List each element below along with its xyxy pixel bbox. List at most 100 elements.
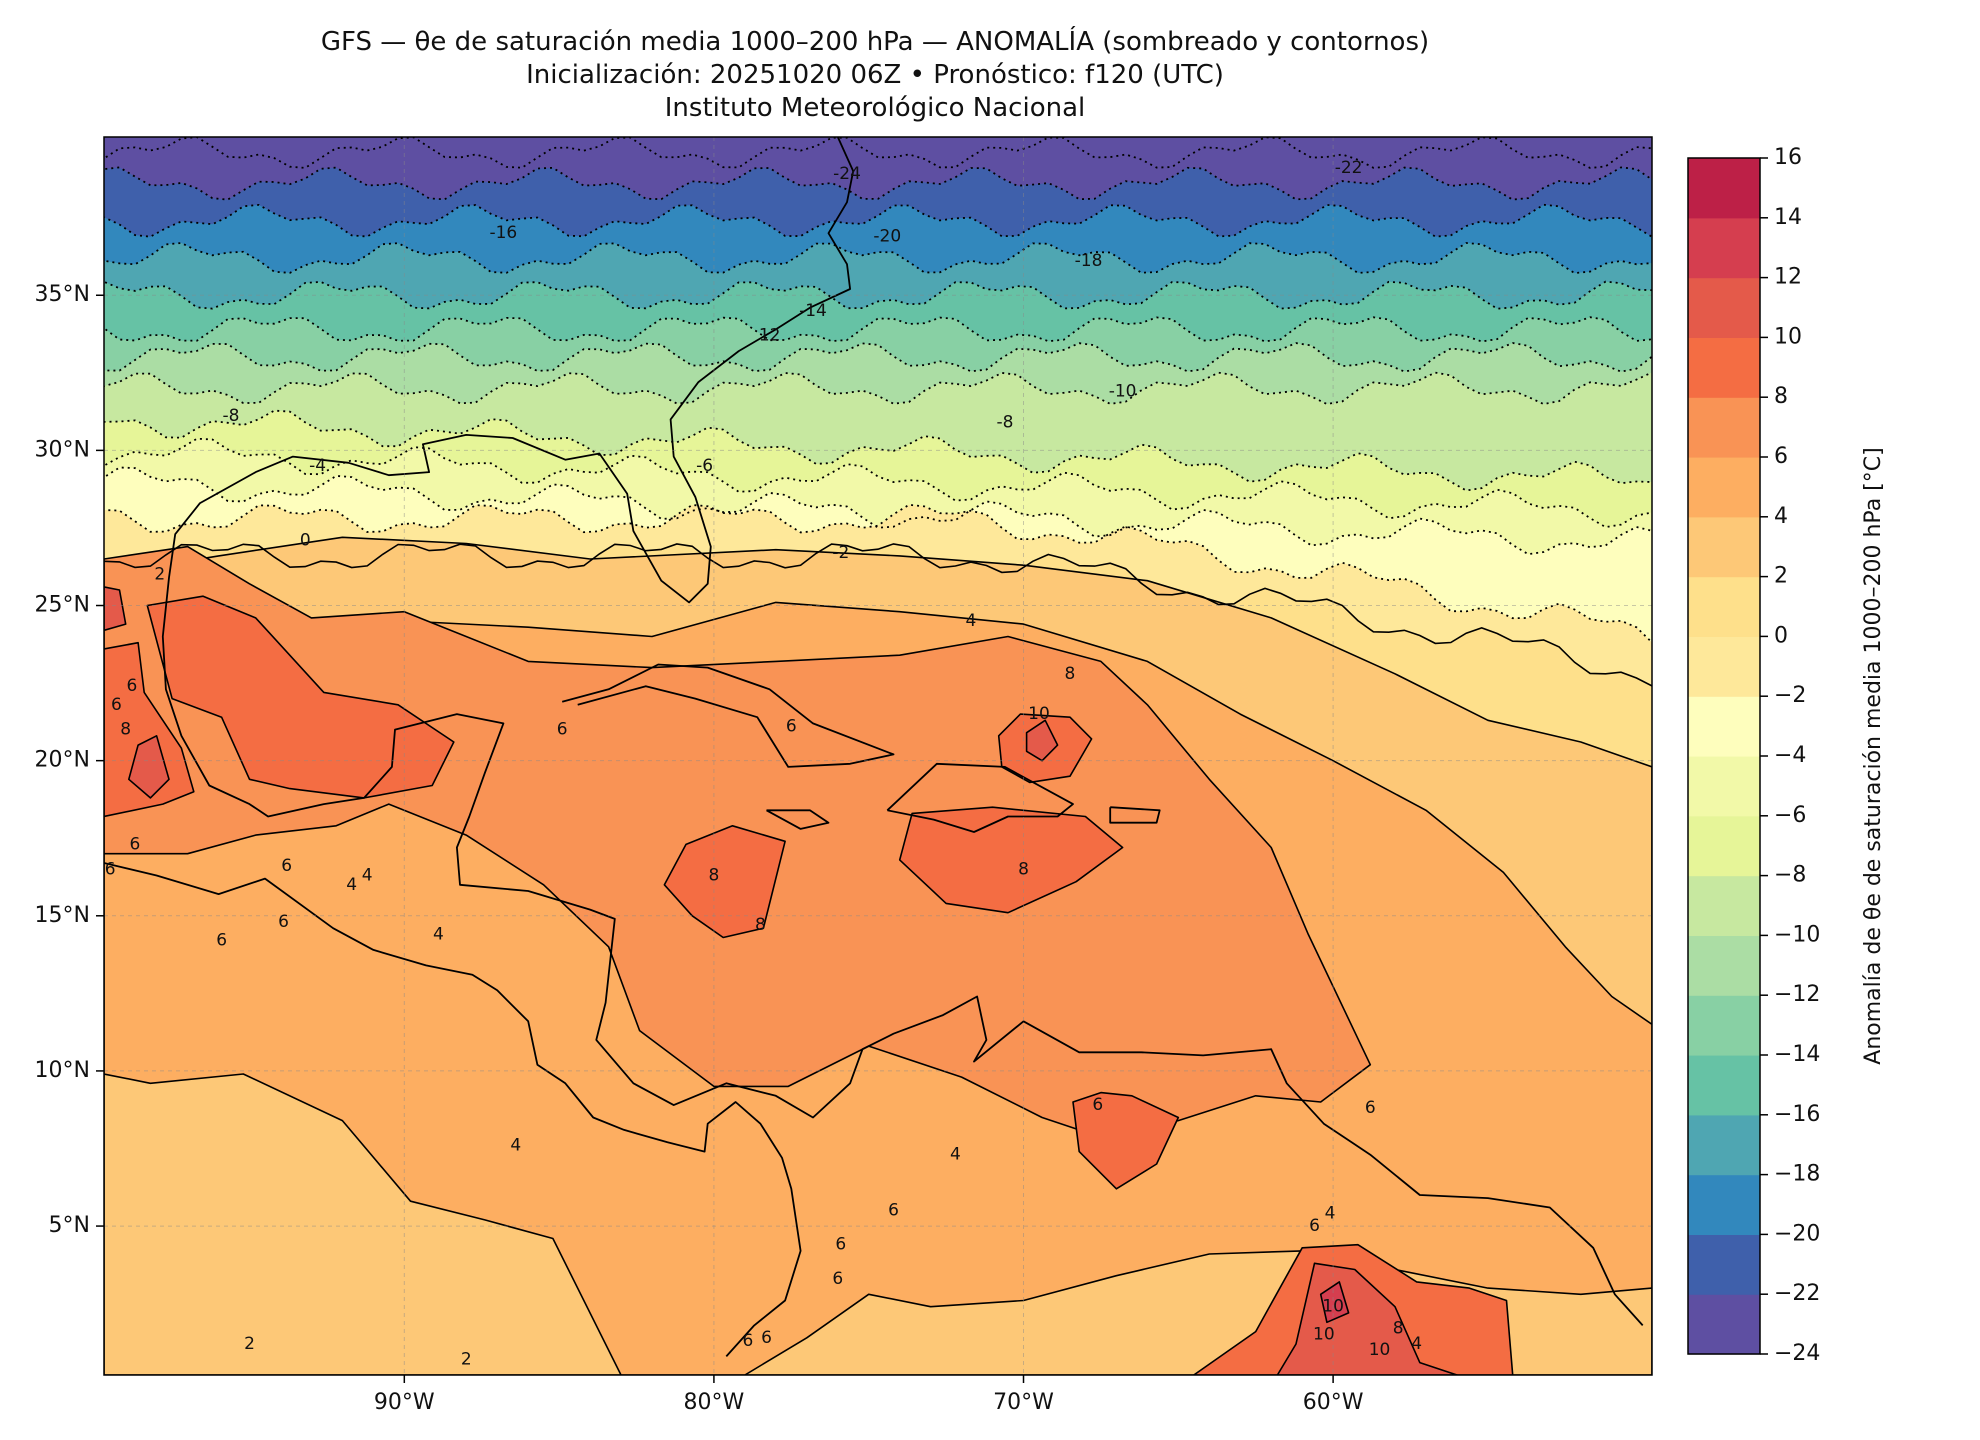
x-axis: 90°W 80°W 70°W 60°W xyxy=(374,1375,1364,1415)
contour-label: 4 xyxy=(346,875,357,895)
contour-line-negative xyxy=(104,166,1652,201)
x-tick-label: 60°W xyxy=(1303,1390,1364,1415)
y-axis: 5°N 10°N 15°N 20°N 25°N 30°N 35°N xyxy=(35,282,104,1238)
colorbar-tick-label: 12 xyxy=(1774,265,1802,290)
contour-label: -22 xyxy=(1335,158,1363,178)
contour-label: 8 xyxy=(1065,664,1076,684)
colorbar-segment xyxy=(1688,576,1760,637)
contour-line-negative xyxy=(104,437,1652,529)
colorbar-tick-label: −20 xyxy=(1774,1221,1820,1246)
x-tick-label: 70°W xyxy=(993,1390,1054,1415)
contour-label: -16 xyxy=(489,223,517,243)
contour-label: 6 xyxy=(130,834,141,854)
colorbar-tick-label: 6 xyxy=(1774,444,1788,469)
contour-label: -6 xyxy=(696,456,713,476)
coastline-americas xyxy=(161,137,1644,1327)
contour-label: 8 xyxy=(120,720,131,740)
colorbar-tick-label: −14 xyxy=(1774,1042,1820,1067)
colorbar-segment xyxy=(1688,1114,1760,1176)
colorbar-segment xyxy=(1688,516,1760,578)
y-tick-label: 10°N xyxy=(35,1058,90,1083)
contour-labels: -24 -22-20-18-16-1412-10-8-8-6-40-2248106… xyxy=(105,158,1422,1369)
contour-label: 8 xyxy=(755,915,766,935)
contour-line-negative xyxy=(104,203,1652,238)
contour-label: -18 xyxy=(1075,251,1103,271)
contour-label: 6 xyxy=(557,720,568,740)
anomaly-max-10-guiana xyxy=(1276,1262,1458,1375)
anomaly-max-8-mexico xyxy=(104,641,195,818)
coastline-jamaica xyxy=(766,809,830,830)
coastline-puerto-rico xyxy=(1109,806,1161,824)
colorbar-segment xyxy=(1688,636,1760,697)
contour-label: 6 xyxy=(743,1331,754,1351)
contour-label: -10 xyxy=(1109,381,1137,401)
contour-label: 4 xyxy=(433,924,444,944)
colorbar-tick-label: −16 xyxy=(1774,1102,1820,1127)
colorbar-segment xyxy=(1688,397,1760,458)
colorbar-segment xyxy=(1688,1234,1760,1295)
contour-line-negative xyxy=(104,371,1652,406)
colorbar-segment xyxy=(1688,696,1760,757)
colorbar-segment xyxy=(1688,1055,1760,1116)
colorbar-tick-label: −2 xyxy=(1774,683,1806,708)
contour-lines xyxy=(104,137,1652,687)
contour-label: 12 xyxy=(759,326,781,346)
colorbar-label: Anomalía de θe de saturación media 1000–… xyxy=(1861,447,1886,1064)
contour-label: 2 xyxy=(154,564,165,584)
contour-label: 6 xyxy=(126,676,137,696)
contour-line-negative xyxy=(104,342,1652,373)
colorbar-segment xyxy=(1688,815,1760,877)
y-tick-label: 30°N xyxy=(35,437,90,462)
contour-label: 8 xyxy=(708,865,719,885)
y-tick-label: 5°N xyxy=(49,1213,90,1238)
contour-label: -20 xyxy=(873,226,901,246)
colorbar-tick-label: −8 xyxy=(1774,863,1806,888)
contour-label: 2 xyxy=(461,1349,472,1369)
colorbar-segment xyxy=(1688,158,1760,219)
gridlines xyxy=(104,137,1652,1375)
contour-line-negative xyxy=(104,242,1652,275)
contour-label: 10 xyxy=(1313,1325,1335,1345)
contour-label: 10 xyxy=(1369,1340,1391,1360)
contour-label: 6 xyxy=(216,931,227,951)
contour-label: -14 xyxy=(799,301,827,321)
colorbar-segment xyxy=(1688,756,1760,817)
chart-subtitle-institution: Instituto Meteorológico Nacional xyxy=(664,93,1086,123)
contour-label: 4 xyxy=(362,865,373,885)
contour-label: 6 xyxy=(111,695,122,715)
anomaly-max-10-nw xyxy=(104,586,127,632)
colorbar-segment xyxy=(1688,1294,1760,1355)
contour-label: 6 xyxy=(761,1328,772,1348)
y-tick-label: 15°N xyxy=(35,903,90,928)
coastlines xyxy=(104,137,1644,1358)
coastline-cuba xyxy=(561,663,895,768)
colorbar-segment xyxy=(1688,935,1760,996)
chart-title: GFS — θe de saturación media 1000–200 hP… xyxy=(320,27,1430,57)
colorbar-segment xyxy=(1688,277,1760,338)
colorbar-tick-label: 4 xyxy=(1774,504,1788,529)
contour-label: 6 xyxy=(1092,1095,1103,1115)
title-block: GFS — θe de saturación media 1000–200 hP… xyxy=(0,26,1750,125)
contour-line-zero xyxy=(104,543,1652,687)
coastline-pacific xyxy=(104,862,802,1358)
colorbar-segment xyxy=(1688,875,1760,936)
contour-label: 4 xyxy=(1325,1204,1336,1224)
colorbar-segment xyxy=(1688,217,1760,279)
colorbar-tick-label: 8 xyxy=(1774,384,1788,409)
colorbar-tick-label: −24 xyxy=(1774,1341,1820,1366)
anomaly-max-8-venezuela xyxy=(1072,1091,1180,1190)
contour-label: 4 xyxy=(965,611,976,631)
contour-label: 4 xyxy=(950,1145,961,1165)
colorbar-tick-label: 10 xyxy=(1774,324,1802,349)
colorbar-segment xyxy=(1688,457,1760,518)
contour-label: -24 xyxy=(833,164,861,184)
contour-label: 6 xyxy=(832,1269,843,1289)
contour-label: 2 xyxy=(244,1334,255,1354)
plot-frame xyxy=(103,136,1653,1376)
contour-label: 10 xyxy=(1028,704,1050,724)
colorbar: 16 14 12 10 8 6 4 2 0 −2 −4 −6 −8 −10 −12 −14 −16 −18 −20 −… xyxy=(1687,145,1886,1366)
contour-label: 6 xyxy=(835,1235,846,1255)
colorbar-tick-label: −22 xyxy=(1774,1281,1820,1306)
x-tick-label: 90°W xyxy=(374,1390,435,1415)
